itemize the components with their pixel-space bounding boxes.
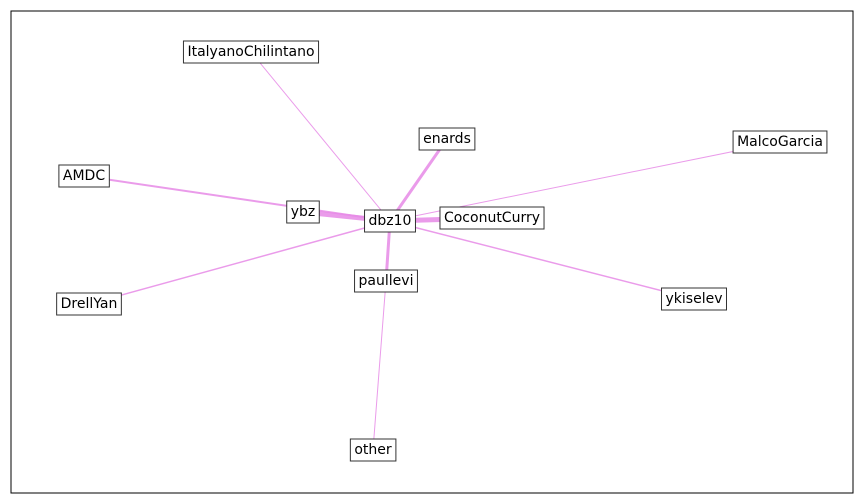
edge-dbz10-ykiselev	[389, 220, 695, 300]
node-AMDC[interactable]: AMDC	[58, 164, 110, 188]
node-label-ybz: ybz	[291, 204, 316, 220]
node-label-enards: enards	[423, 131, 471, 147]
node-label-MalcoGarcia: MalcoGarcia	[737, 134, 823, 150]
node-label-AMDC: AMDC	[63, 168, 105, 184]
node-box-paullevi	[354, 269, 418, 293]
node-label-ItalyanoChilintano: ItalyanoChilintano	[187, 44, 314, 60]
node-box-ItalyanoChilintano	[182, 40, 320, 64]
node-MalcoGarcia[interactable]: MalcoGarcia	[732, 130, 828, 154]
node-paullevi[interactable]: paullevi	[354, 269, 418, 293]
edge-dbz10-DrellYan	[88, 220, 391, 305]
node-label-dbz10: dbz10	[369, 213, 412, 229]
node-box-ykiselev	[661, 287, 727, 311]
node-label-other: other	[354, 442, 392, 458]
node-box-enards	[418, 127, 476, 151]
node-label-ykiselev: ykiselev	[666, 291, 723, 307]
plot-frame	[10, 10, 854, 494]
node-box-MalcoGarcia	[732, 130, 828, 154]
node-ItalyanoChilintano[interactable]: ItalyanoChilintano	[182, 40, 320, 64]
node-label-paullevi: paullevi	[359, 273, 414, 289]
nodes-layer: dbz10 ItalyanoChilintano enards MalcoGarcia…	[56, 40, 828, 462]
node-box-dbz10	[364, 209, 416, 233]
node-other[interactable]: other	[349, 438, 397, 462]
node-ybz[interactable]: ybz	[286, 200, 320, 224]
node-box-ybz	[286, 200, 320, 224]
node-box-DrellYan	[56, 292, 122, 316]
node-DrellYan[interactable]: DrellYan	[56, 292, 122, 316]
node-box-other	[349, 438, 397, 462]
node-label-DrellYan: DrellYan	[61, 296, 118, 312]
node-dbz10[interactable]: dbz10	[364, 209, 416, 233]
edge-paullevi-other	[372, 280, 387, 451]
node-CoconutCurry[interactable]: CoconutCurry	[439, 206, 545, 230]
node-box-CoconutCurry	[439, 206, 545, 230]
edges-layer	[83, 51, 781, 451]
node-box-AMDC	[58, 164, 110, 188]
node-enards[interactable]: enards	[418, 127, 476, 151]
node-label-CoconutCurry: CoconutCurry	[444, 210, 540, 226]
edge-dbz10-enards	[388, 137, 449, 223]
node-ykiselev[interactable]: ykiselev	[661, 287, 727, 311]
edge-dbz10-ItalyanoChilintano	[250, 51, 391, 222]
